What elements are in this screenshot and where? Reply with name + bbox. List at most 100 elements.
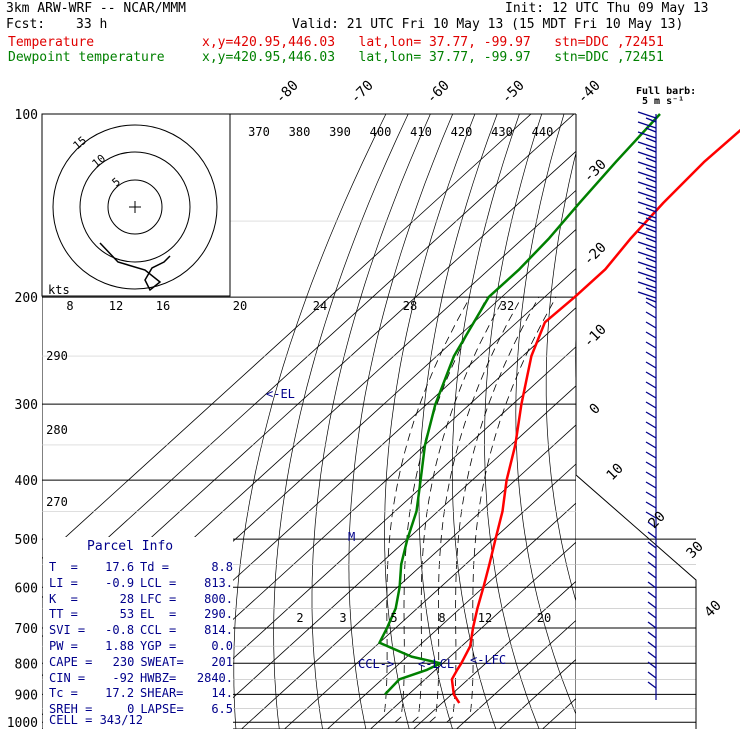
m-marker: M bbox=[348, 530, 355, 544]
pressure-tick-label: 700 bbox=[15, 622, 38, 637]
wind-barb bbox=[645, 267, 657, 273]
wind-barb bbox=[637, 271, 657, 279]
hodograph-trace bbox=[99, 242, 171, 292]
parcel-info-cell: SWEAT= bbox=[140, 654, 184, 669]
isotherm bbox=[498, 658, 576, 729]
temperature-tick-label: 30 bbox=[684, 539, 707, 562]
hodograph-speed-label: 16 bbox=[156, 299, 170, 313]
parcel-info-cell: EL = bbox=[140, 607, 177, 622]
parcel-info-cell: CIN = bbox=[49, 670, 86, 685]
wind-barb bbox=[647, 641, 657, 649]
wind-barb bbox=[647, 571, 657, 579]
wind-barb bbox=[645, 311, 657, 319]
parcel-info-cell: LFC = bbox=[140, 591, 177, 606]
el-marker: <-EL bbox=[266, 387, 295, 401]
dry-adiabat bbox=[515, 114, 576, 716]
parcel-info-cell: 813. bbox=[204, 575, 233, 590]
parcel-info-row: CIN = -92 HWBZ= 2840. bbox=[49, 671, 233, 687]
wind-barb bbox=[645, 137, 657, 143]
parcel-info-cell: 14. bbox=[211, 686, 233, 701]
forecast-label: Fcst: bbox=[6, 17, 46, 32]
parcel-info-cell: 0 bbox=[127, 702, 135, 717]
mixing-ratio-label: 20 bbox=[537, 611, 551, 625]
wind-barb bbox=[647, 561, 657, 569]
wind-barb bbox=[645, 297, 657, 303]
theta-label: 410 bbox=[410, 125, 432, 139]
hodograph-unit: kts bbox=[48, 283, 70, 297]
dry-adiabat bbox=[451, 114, 520, 729]
wind-barb bbox=[645, 421, 657, 429]
wind-barb bbox=[647, 651, 657, 659]
parcel-info-box: Parcel Info T = 17.6 Td = 8.8 LI = -0.9 LCL = 8… bbox=[43, 537, 233, 729]
temperature-tick-label: -10 bbox=[581, 322, 610, 351]
parcel-info-cell: LAPSE= bbox=[140, 702, 184, 717]
temperature-tick-label: 40 bbox=[702, 598, 725, 621]
mixing-ratio-label: 5 bbox=[390, 611, 397, 625]
parcel-info-cell: 1.88 bbox=[105, 638, 135, 653]
parcel-info-cell: -0.8 bbox=[105, 623, 135, 638]
wind-barb bbox=[647, 531, 657, 539]
wind-barb bbox=[647, 591, 657, 599]
forecast-hour: 33 h bbox=[76, 17, 108, 32]
isotherm bbox=[412, 580, 576, 729]
isotherm bbox=[154, 346, 576, 729]
mixing-ratio-label: 3 bbox=[339, 611, 346, 625]
wind-barb bbox=[647, 661, 657, 669]
temperature-tick-label: 10 bbox=[604, 461, 627, 484]
lfc-marker: <-LFC bbox=[470, 653, 506, 667]
pressure-tick-label: 500 bbox=[15, 533, 38, 548]
wind-barb bbox=[637, 281, 657, 289]
wind-barb bbox=[645, 501, 657, 509]
temperature-tick-label: -60 bbox=[424, 78, 453, 107]
hodograph-frame bbox=[41, 113, 231, 297]
temperature-legend: Temperature bbox=[8, 35, 95, 50]
pressure-tick-label: 100 bbox=[15, 108, 38, 123]
wind-barb bbox=[645, 277, 657, 283]
isotherm bbox=[283, 463, 576, 729]
wind-barb bbox=[637, 161, 657, 169]
mixing-ratio-label: 2 bbox=[296, 611, 303, 625]
pressure-tick-label: 600 bbox=[15, 581, 38, 596]
wind-barb bbox=[645, 227, 657, 233]
dry-adiabat bbox=[348, 114, 454, 729]
dry-adiabat bbox=[659, 114, 740, 735]
wind-barb bbox=[645, 157, 657, 163]
parcel-info-row: SVI = -0.8 CCL = 814. bbox=[49, 623, 233, 639]
parcel-info-cell: -0.9 bbox=[105, 575, 135, 590]
parcel-info-cell: LI = bbox=[49, 575, 78, 590]
wind-barb bbox=[637, 121, 657, 129]
wind-barb bbox=[647, 581, 657, 589]
wind-barb bbox=[645, 371, 657, 379]
wind-barb bbox=[647, 681, 657, 689]
wind-barb bbox=[637, 181, 657, 189]
theta-label: 370 bbox=[248, 125, 270, 139]
parcel-info-title: Parcel Info bbox=[87, 539, 174, 554]
wind-barb bbox=[645, 331, 657, 339]
temperature-tick-label: -70 bbox=[348, 78, 377, 107]
plot-boundary-right bbox=[575, 114, 697, 729]
parcel-info-cell: Td = bbox=[140, 560, 169, 574]
wind-barb bbox=[645, 321, 657, 329]
wind-barb bbox=[645, 187, 657, 193]
isotherm bbox=[541, 698, 576, 729]
wind-barb bbox=[637, 221, 657, 229]
parcel-info-cell: 814. bbox=[204, 623, 233, 638]
wind-barb bbox=[637, 111, 657, 119]
wind-barb bbox=[645, 177, 657, 183]
wind-barb bbox=[645, 481, 657, 489]
parcel-info-row: Tc = 17.2 SHEAR= 14. bbox=[49, 686, 233, 702]
model-title: 3km ARW-WRF -- NCAR/MMM bbox=[6, 1, 187, 16]
wind-barb bbox=[645, 471, 657, 479]
parcel-info-cell: 28 bbox=[119, 591, 135, 606]
barb-note-line1: Full barb: bbox=[636, 86, 696, 97]
dry-adiabat bbox=[418, 114, 498, 729]
parcel-info-cell: 800. bbox=[204, 591, 233, 606]
parcel-info-table: T = 17.6 Td = 8.8 LI = -0.9 LCL = 813. K = 28 LFC … bbox=[49, 560, 233, 718]
hodograph-speed-label: 12 bbox=[109, 299, 123, 313]
wind-barb bbox=[637, 141, 657, 149]
pressure-tick-label: 300 bbox=[15, 398, 38, 413]
wind-barb bbox=[645, 401, 657, 409]
hodograph-ring bbox=[79, 151, 191, 263]
wind-barb bbox=[645, 301, 657, 309]
